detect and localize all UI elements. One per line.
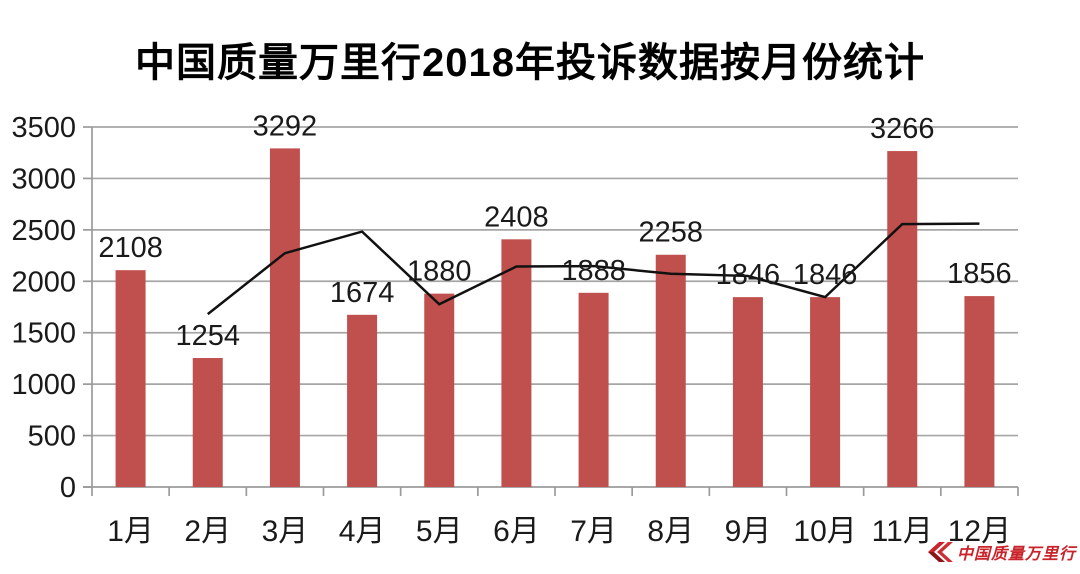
brand-logo-text: 中国质量万里行 [956, 544, 1076, 563]
bar-value-label: 1856 [947, 258, 1012, 290]
brand-logo: 中国质量万里行 [927, 540, 1076, 564]
bar-month-2 [192, 358, 223, 487]
bar-value-label: 3292 [253, 110, 318, 142]
bar-month-3 [269, 148, 300, 487]
bar-value-label: 1254 [175, 320, 240, 352]
bar-value-label: 2408 [484, 201, 549, 233]
x-axis-label: 1月 [107, 515, 154, 548]
chart-title: 中国质量万里行2018年投诉数据按月份统计 [135, 41, 925, 85]
bar-month-8 [655, 254, 686, 487]
bar-value-label: 1880 [407, 256, 472, 288]
x-axis-label: 10月 [793, 515, 856, 548]
bar-month-9 [732, 297, 763, 487]
double-chevron-flag-icon [927, 542, 953, 562]
x-axis-label: 2月 [184, 515, 231, 548]
bar-month-7 [578, 292, 609, 487]
x-axis-label: 8月 [647, 515, 694, 548]
bar-value-label: 1846 [793, 259, 858, 291]
y-axis-label: 500 [28, 421, 76, 453]
y-axis-label: 3000 [11, 163, 76, 195]
y-axis-label: 1500 [11, 318, 76, 350]
x-axis-label: 7月 [570, 515, 617, 548]
y-axis-label: 2500 [11, 215, 76, 247]
bar-value-label: 3266 [870, 113, 935, 145]
x-axis-label: 4月 [339, 515, 386, 548]
y-axis-label: 1000 [11, 369, 76, 401]
y-axis-label: 0 [60, 472, 76, 504]
bar-month-10 [810, 297, 841, 487]
bar-value-label: 1888 [561, 255, 626, 287]
x-axis-label: 11月 [872, 515, 933, 548]
bar-month-1 [115, 270, 146, 487]
bar-value-label: 1674 [330, 277, 395, 309]
bar-month-6 [501, 239, 532, 487]
x-axis-label: 6月 [493, 515, 540, 548]
x-axis-label: 12月 [948, 515, 1011, 548]
bar-value-label: 2108 [98, 232, 163, 264]
bar-month-11 [887, 151, 918, 487]
bar-month-5 [424, 293, 455, 487]
x-axis-label: 3月 [262, 515, 309, 548]
bar-month-12 [964, 296, 995, 487]
bar-value-label: 1846 [716, 259, 781, 291]
y-axis-label: 3500 [11, 112, 76, 144]
trend-line [206, 222, 980, 316]
bar-value-label: 2258 [638, 217, 703, 249]
y-axis-label: 2000 [11, 266, 76, 298]
x-axis-label: 5月 [416, 515, 463, 548]
x-axis-label: 9月 [725, 515, 772, 548]
bar-month-4 [347, 314, 378, 487]
